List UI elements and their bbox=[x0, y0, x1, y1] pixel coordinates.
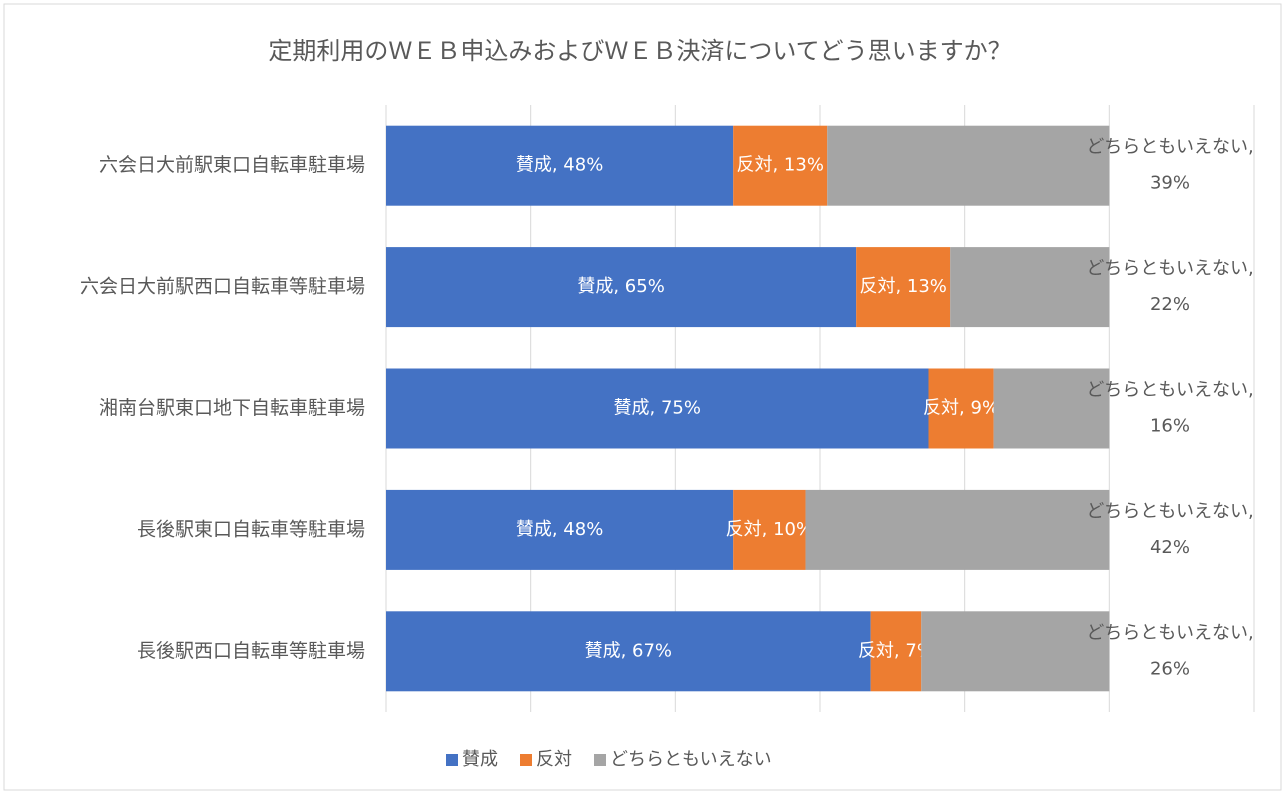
data-label: 賛成, 75% bbox=[614, 398, 701, 419]
bar-segment bbox=[805, 489, 1110, 570]
bar-segment bbox=[733, 125, 828, 206]
data-label-line: どちらともいえない, bbox=[1086, 380, 1253, 401]
data-label-line: 16% bbox=[1150, 416, 1190, 437]
data-label: 反対, 13% bbox=[736, 155, 823, 176]
data-label-line: どちらともいえない, bbox=[1086, 501, 1253, 522]
data-label: 賛成, 48% bbox=[516, 155, 603, 176]
bar-segment bbox=[928, 368, 994, 449]
y-tick-label: 長後駅東口自転車等駐車場 bbox=[137, 518, 365, 540]
bar-segment bbox=[921, 611, 1110, 692]
bar-segment bbox=[386, 489, 734, 570]
data-label: どちらともいえない, 16% bbox=[1086, 380, 1253, 437]
legend-label: 賛成 bbox=[462, 749, 498, 770]
bar-segment bbox=[870, 611, 922, 692]
y-tick-label: 湘南台駅東口地下自転車駐車場 bbox=[99, 397, 365, 419]
data-label: 賛成, 67% bbox=[585, 640, 672, 661]
bar-segment bbox=[386, 247, 857, 328]
legend-label: 反対 bbox=[536, 749, 572, 770]
data-label-line: どちらともいえない, bbox=[1086, 622, 1253, 643]
legend-swatch bbox=[446, 754, 458, 766]
chart-title: 定期利用のＷＥＢ申込みおよびＷＥＢ決済についてどう思いますか？ bbox=[268, 37, 1011, 65]
bar-segment bbox=[386, 368, 929, 449]
bar-segment bbox=[950, 247, 1110, 328]
legend-swatch bbox=[520, 754, 532, 766]
bar-segment bbox=[856, 247, 951, 328]
data-label: 反対, 13% bbox=[859, 276, 946, 297]
bar-segment bbox=[733, 489, 806, 570]
data-label-line: どちらともいえない, bbox=[1086, 258, 1253, 279]
bar-segment bbox=[386, 125, 734, 206]
bar-segment bbox=[827, 125, 1110, 206]
data-label-line: 22% bbox=[1150, 294, 1190, 315]
data-label: どちらともいえない, 42% bbox=[1086, 501, 1253, 558]
data-label: 反対, 7% bbox=[858, 640, 934, 661]
data-label: 反対, 10% bbox=[726, 519, 813, 540]
bar-segment bbox=[993, 368, 1110, 449]
data-label: どちらともいえない, 26% bbox=[1086, 622, 1253, 679]
data-label-line: どちらともいえない, bbox=[1086, 137, 1253, 158]
y-tick-label: 長後駅西口自転車等駐車場 bbox=[137, 640, 365, 662]
data-label: 賛成, 48% bbox=[516, 519, 603, 540]
data-label: 賛成, 65% bbox=[577, 276, 664, 297]
data-label-line: 42% bbox=[1150, 537, 1190, 558]
data-label: 反対, 9% bbox=[923, 398, 999, 419]
legend-swatch bbox=[594, 754, 606, 766]
data-label: どちらともいえない, 22% bbox=[1086, 258, 1253, 315]
data-label: どちらともいえない, 39% bbox=[1086, 137, 1253, 194]
y-tick-label: 六会日大前駅西口自転車等駐車場 bbox=[80, 276, 365, 298]
y-tick-label: 六会日大前駅東口自転車駐車場 bbox=[99, 154, 365, 176]
data-label-line: 39% bbox=[1150, 173, 1190, 194]
bar-segment bbox=[386, 611, 871, 692]
legend-label: どちらともいえない bbox=[610, 749, 772, 770]
data-label-line: 26% bbox=[1150, 658, 1190, 679]
